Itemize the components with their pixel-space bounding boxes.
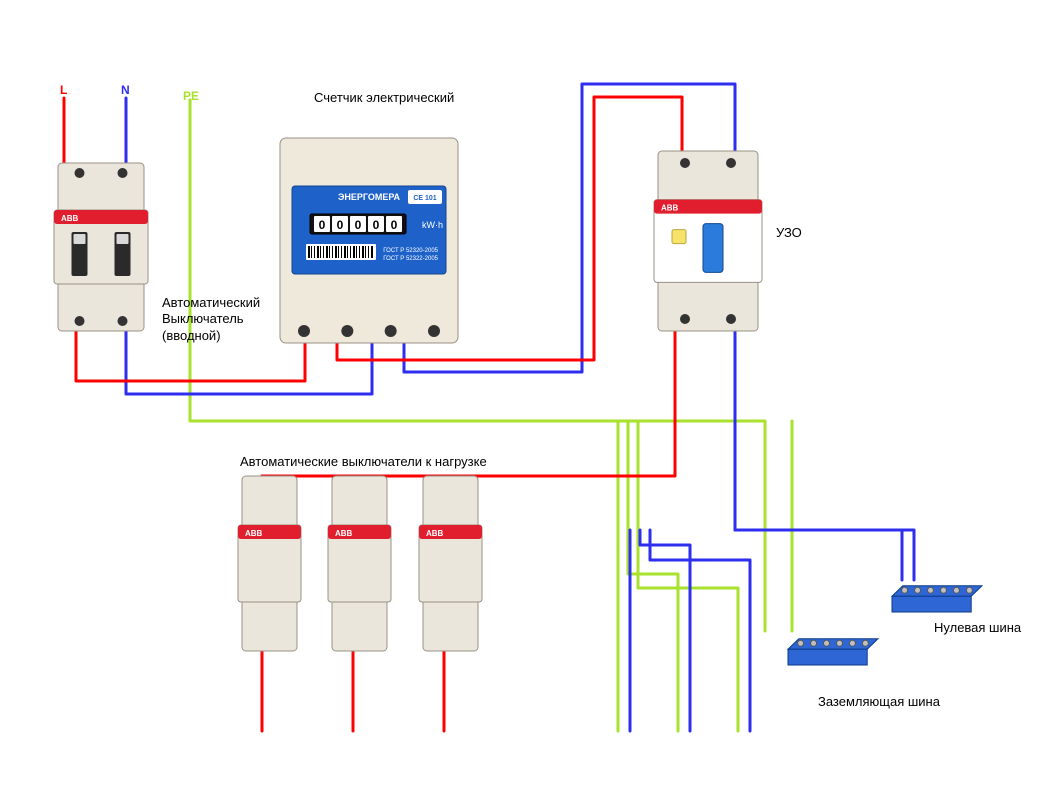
svg-text:ABB: ABB xyxy=(426,529,444,538)
svg-text:ABB: ABB xyxy=(245,529,263,538)
svg-text:0: 0 xyxy=(391,218,398,232)
svg-text:0: 0 xyxy=(373,218,380,232)
svg-text:0: 0 xyxy=(355,218,362,232)
svg-text:ABB: ABB xyxy=(661,204,679,213)
svg-text:ГОСТ Р 52322-2005: ГОСТ Р 52322-2005 xyxy=(383,256,438,262)
svg-text:CE 101: CE 101 xyxy=(413,195,436,202)
svg-text:ABB: ABB xyxy=(61,214,79,223)
diagram-stage: L N PE Счетчик электрический Автоматичес… xyxy=(0,0,1046,801)
svg-text:0: 0 xyxy=(319,218,326,232)
svg-text:kW·h: kW·h xyxy=(422,220,443,230)
svg-text:ГОСТ Р 52320-2005: ГОСТ Р 52320-2005 xyxy=(383,248,438,254)
svg-text:0: 0 xyxy=(337,218,344,232)
svg-text:ЭНЕРГОМЕРА: ЭНЕРГОМЕРА xyxy=(338,192,401,202)
svg-text:ABB: ABB xyxy=(335,529,353,538)
devices-layer: ABBЭНЕРГОМЕРАCE 10100000kW·hГОСТ Р 52320… xyxy=(0,0,1046,801)
